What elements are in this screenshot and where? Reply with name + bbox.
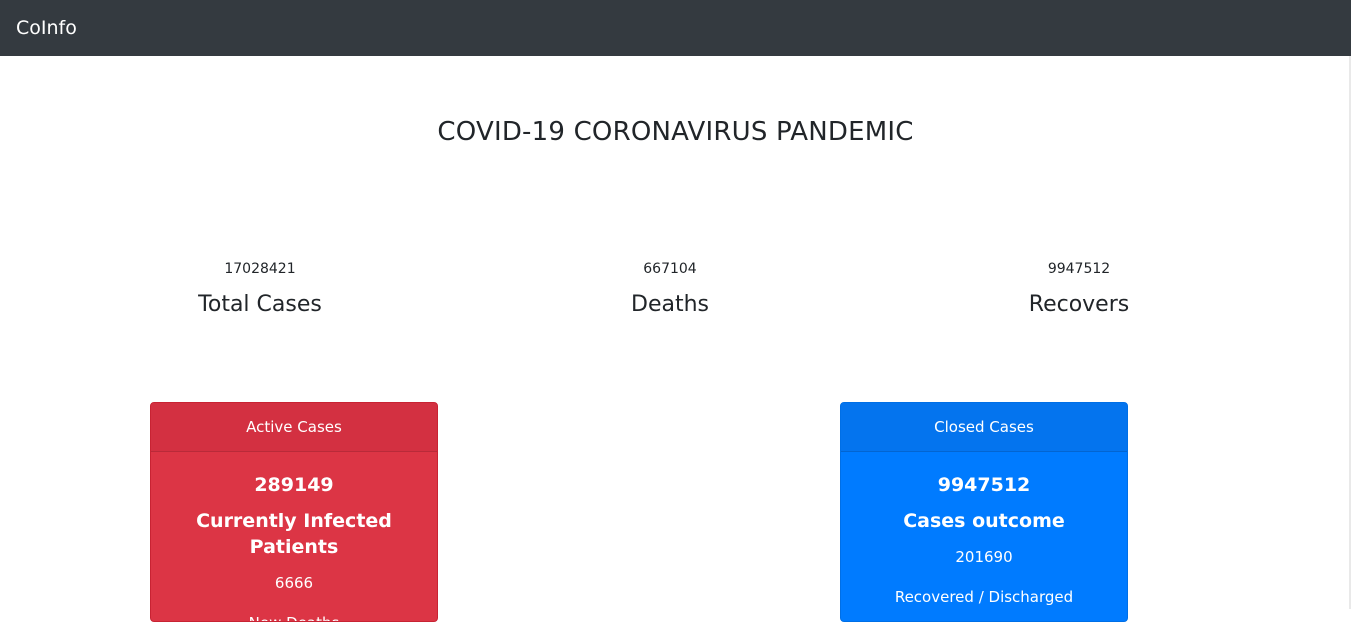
total-cases-stat: 17028421 Total Cases — [130, 261, 390, 320]
recovers-label: Recovers — [1028, 292, 1130, 317]
deaths-label: Deaths — [631, 292, 709, 317]
closed-cases-number: 9947512 — [937, 474, 1031, 496]
recovers-value: 9947512 — [1047, 261, 1111, 277]
top-navbar: CoInfo — [0, 0, 1351, 56]
active-cases-body: 289149 Currently Infected Patients 6666 … — [151, 452, 437, 621]
recovers-stat: 9947512 Recovers — [949, 261, 1209, 320]
deaths-stat: 667104 Deaths — [540, 261, 800, 320]
active-cases-header: Active Cases — [151, 403, 437, 452]
page-scrollbar[interactable] — [1349, 56, 1351, 609]
closed-cases-card: Closed Cases 9947512 Cases outcome 20169… — [840, 402, 1128, 622]
new-deaths-value: 6666 — [274, 574, 314, 592]
brand-link[interactable]: CoInfo — [16, 16, 77, 39]
closed-cases-header: Closed Cases — [841, 403, 1127, 452]
new-deaths-label: New Deaths — [151, 614, 437, 621]
active-cases-card: Active Cases 289149 Currently Infected P… — [150, 402, 438, 622]
recovered-discharged-value: 201690 — [955, 548, 1013, 566]
total-cases-value: 17028421 — [224, 261, 296, 277]
total-cases-label: Total Cases — [198, 292, 322, 317]
recovered-discharged-label: Recovered / Discharged — [894, 588, 1074, 606]
closed-cases-subtitle: Cases outcome — [903, 510, 1065, 532]
active-cases-number: 289149 — [254, 474, 334, 496]
closed-cases-body: 9947512 Cases outcome 201690 Recovered /… — [841, 452, 1127, 606]
page-title: COVID-19 CORONAVIRUS PANDEMIC — [437, 117, 914, 147]
deaths-value: 667104 — [643, 261, 697, 277]
active-cases-subtitle: Currently Infected Patients — [196, 510, 392, 558]
